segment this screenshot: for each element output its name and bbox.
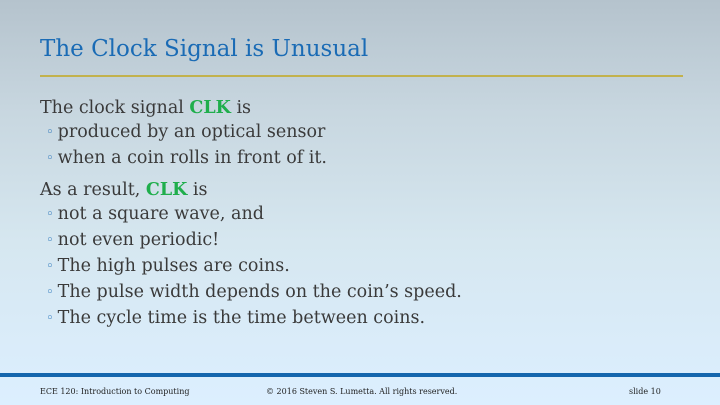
paragraph-2-prefix: As a result, [40,180,146,200]
bullet-icon: ◦ [46,151,54,166]
bullet-icon: ◦ [46,259,54,274]
bullet-list-2: ◦ not a square wave, and ◦ not even period… [40,202,680,332]
footer-copyright: © 2016 Steven S. Lumetta. All rights res… [266,387,458,396]
clk-keyword-1: CLK [189,98,231,118]
bullet-icon: ◦ [46,285,54,300]
bullet-icon: ◦ [46,311,54,326]
list-item: ◦ The cycle time is the time between coin… [40,306,680,332]
list-item: ◦ when a coin rolls in front of it. [40,146,680,172]
list-item-text: produced by an optical sensor [57,122,326,142]
list-item-text: not even periodic! [57,230,220,250]
bullet-icon: ◦ [46,125,54,140]
slide-body: The clock signal CLK is ◦ produced by an … [40,96,680,338]
bullet-icon: ◦ [46,233,54,248]
list-item: ◦ not a square wave, and [40,202,680,228]
slide-number: slide 10 [629,387,661,396]
bullet-list-1: ◦ produced by an optical sensor ◦ when a c… [40,120,680,172]
list-item: ◦ not even periodic! [40,228,680,254]
list-item-text: when a coin rolls in front of it. [57,148,327,168]
list-item-text: The pulse width depends on the coin’s sp… [57,282,462,302]
list-item-text: not a square wave, and [57,204,264,224]
list-item: ◦ produced by an optical sensor [40,120,680,146]
footer-course: ECE 120: Introduction to Computing [40,387,190,396]
title-divider [40,75,683,77]
paragraph-1-suffix: is [230,98,252,118]
slide-title: The Clock Signal is Unusual [40,36,369,62]
list-item-text: The cycle time is the time between coins… [57,308,426,328]
list-item: ◦ The pulse width depends on the coin’s s… [40,280,680,306]
bullet-icon: ◦ [46,207,54,222]
clk-keyword-2: CLK [145,180,188,200]
paragraph-2-suffix: is [187,180,208,200]
list-item: ◦ The high pulses are coins. [40,254,680,280]
paragraph-2: As a result, CLK is [40,178,680,202]
list-item-text: The high pulses are coins. [57,256,290,276]
paragraph-1-prefix: The clock signal [40,98,190,118]
paragraph-1: The clock signal CLK is [40,96,680,120]
footer-bar [0,373,720,377]
